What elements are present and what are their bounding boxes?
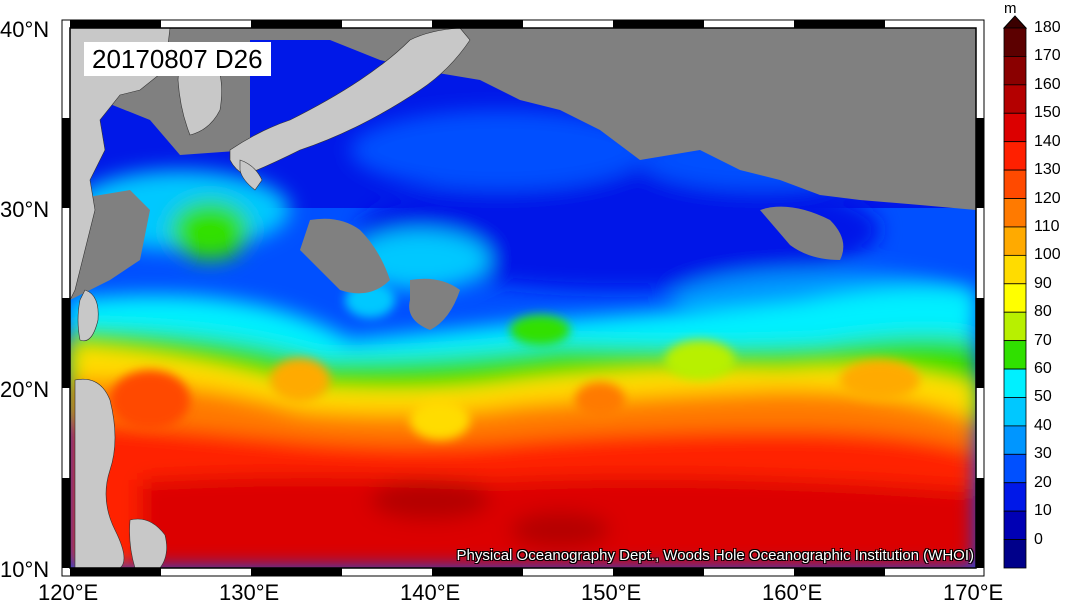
x-tick-label: 140°E <box>400 580 461 605</box>
colorbar-label: 30 <box>1034 445 1052 463</box>
colorbar-label: 10 <box>1034 502 1052 520</box>
x-tick-label: 120°E <box>38 580 99 605</box>
colorbar-label: 40 <box>1034 416 1052 434</box>
colorbar-swatch <box>1003 340 1027 370</box>
colorbar-label: 180 <box>1034 19 1061 36</box>
colorbar-swatch <box>1003 56 1027 86</box>
colorbar-swatch <box>1003 141 1027 171</box>
colorbar-label: 50 <box>1034 388 1052 406</box>
colorbar <box>1002 15 1028 569</box>
colorbar-swatch <box>1003 453 1027 484</box>
colorbar-swatch <box>1003 510 1027 540</box>
map-frame <box>61 19 985 577</box>
colorbar-label: 70 <box>1034 331 1052 349</box>
colorbar-label: 120 <box>1034 189 1061 207</box>
colorbar-swatch <box>1003 425 1027 455</box>
colorbar-swatch <box>1003 169 1027 199</box>
colorbar-label: 150 <box>1034 104 1061 122</box>
colorbar-label: 140 <box>1034 132 1061 150</box>
colorbar-swatch <box>1003 482 1027 512</box>
x-tick-label: 150°E <box>581 580 642 605</box>
x-tick-label: 160°E <box>762 580 823 605</box>
colorbar-swatch <box>1003 27 1027 57</box>
colorbar-label: 0 <box>1034 530 1043 548</box>
colorbar-label: 170 <box>1034 47 1061 65</box>
colorbar-swatch <box>1003 311 1027 342</box>
y-tick-label: 20°N <box>0 377 50 402</box>
y-tick-label: 10°N <box>0 557 50 582</box>
colorbar-label: 130 <box>1034 161 1061 179</box>
colorbar-label: 80 <box>1034 303 1052 321</box>
colorbar-swatch <box>1003 397 1027 427</box>
colorbar-swatch <box>1003 226 1027 256</box>
y-tick-label: 40°N <box>0 17 50 42</box>
colorbar-swatch <box>1003 368 1027 398</box>
x-tick-label: 130°E <box>219 580 280 605</box>
colorbar-label: 90 <box>1034 274 1052 292</box>
colorbar-units: m <box>1004 0 1017 17</box>
colorbar-label: 100 <box>1034 246 1061 264</box>
colorbar-swatch <box>1003 254 1027 285</box>
colorbar-swatch <box>1003 283 1027 313</box>
colorbar-label: 160 <box>1034 75 1061 93</box>
colorbar-swatch <box>1003 539 1027 569</box>
y-tick-label: 30°N <box>0 197 50 222</box>
colorbar-label: 110 <box>1034 217 1060 235</box>
colorbar-overflow-triangle <box>1002 15 1028 29</box>
colorbar-swatch <box>1003 84 1027 114</box>
colorbar-label: 60 <box>1034 360 1052 378</box>
x-tick-label: 170°E <box>943 580 1004 605</box>
date-label: 20170807 D26 <box>84 42 271 76</box>
colorbar-swatch <box>1003 198 1027 228</box>
credit-text: Physical Oceanography Dept., Woods Hole … <box>456 547 974 564</box>
land <box>70 28 471 568</box>
colorbar-swatch <box>1003 112 1027 143</box>
colorbar-label: 20 <box>1034 473 1052 491</box>
